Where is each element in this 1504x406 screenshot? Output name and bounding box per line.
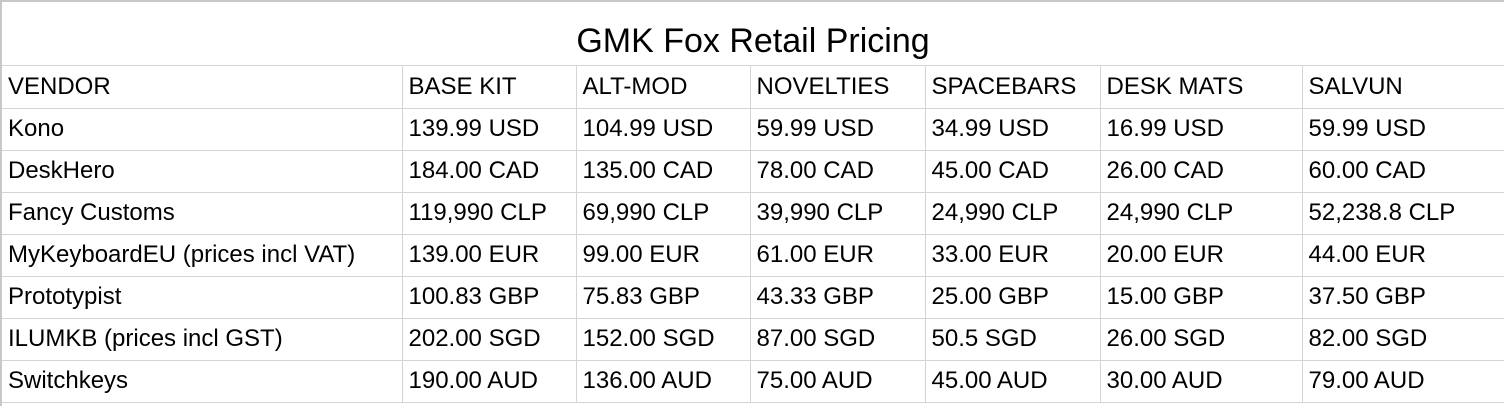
vendor-cell[interactable]: Prototypist xyxy=(2,276,403,319)
price-cell[interactable]: 135.00 CAD xyxy=(576,150,751,193)
price-cell[interactable]: 82.00 SGD xyxy=(1302,318,1504,361)
vendor-cell[interactable]: MyKeyboardEU (prices incl VAT) xyxy=(2,234,403,277)
price-cell[interactable]: 50.5 SGD xyxy=(925,318,1101,361)
price-cell[interactable]: 59.99 USD xyxy=(750,108,926,151)
price-cell[interactable]: 45.00 CAD xyxy=(925,150,1101,193)
price-cell[interactable]: 30.00 AUD xyxy=(1100,360,1303,403)
vendor-cell[interactable]: Fancy Customs xyxy=(2,192,403,235)
table-row: Fancy Customs 119,990 CLP 69,990 CLP 39,990… xyxy=(2,192,1504,235)
vendor-cell[interactable]: DeskHero xyxy=(2,150,403,193)
price-cell[interactable]: 26.00 SGD xyxy=(1100,318,1303,361)
price-cell[interactable]: 39,990 CLP xyxy=(750,192,926,235)
price-cell[interactable]: 33.00 EUR xyxy=(925,234,1101,277)
vendor-cell[interactable]: Switchkeys xyxy=(2,360,403,403)
price-cell[interactable]: 25.00 GBP xyxy=(925,276,1101,319)
header-row: VENDOR BASE KIT ALT-MOD NOVELTIES SPACEBARS D… xyxy=(2,66,1504,109)
price-cell[interactable]: 75.00 AUD xyxy=(750,360,926,403)
price-cell[interactable]: 136.00 AUD xyxy=(576,360,751,403)
pricing-table: VENDOR BASE KIT ALT-MOD NOVELTIES SPACEBARS D… xyxy=(2,66,1504,403)
vendor-cell[interactable]: Kono xyxy=(2,108,403,151)
price-cell[interactable]: 37.50 GBP xyxy=(1302,276,1504,319)
price-cell[interactable]: 78.00 CAD xyxy=(750,150,926,193)
price-cell[interactable]: 59.99 USD xyxy=(1302,108,1504,151)
price-cell[interactable]: 61.00 EUR xyxy=(750,234,926,277)
column-header[interactable]: SPACEBARS xyxy=(925,66,1101,109)
price-cell[interactable]: 34.99 USD xyxy=(925,108,1101,151)
vendor-cell[interactable]: ILUMKB (prices incl GST) xyxy=(2,318,403,361)
price-cell[interactable]: 87.00 SGD xyxy=(750,318,926,361)
column-header[interactable]: DESK MATS xyxy=(1100,66,1303,109)
price-cell[interactable]: 99.00 EUR xyxy=(576,234,751,277)
column-header[interactable]: ALT-MOD xyxy=(576,66,751,109)
price-cell[interactable]: 202.00 SGD xyxy=(402,318,577,361)
price-cell[interactable]: 16.99 USD xyxy=(1100,108,1303,151)
price-cell[interactable]: 43.33 GBP xyxy=(750,276,926,319)
price-cell[interactable]: 44.00 EUR xyxy=(1302,234,1504,277)
price-cell[interactable]: 190.00 AUD xyxy=(402,360,577,403)
column-header[interactable]: NOVELTIES xyxy=(750,66,926,109)
price-cell[interactable]: 139.99 USD xyxy=(402,108,577,151)
sheet-title[interactable]: GMK Fox Retail Pricing xyxy=(2,2,1504,66)
table-row: ILUMKB (prices incl GST) 202.00 SGD 152.00… xyxy=(2,318,1504,361)
price-cell[interactable]: 45.00 AUD xyxy=(925,360,1101,403)
price-cell[interactable]: 60.00 CAD xyxy=(1302,150,1504,193)
price-cell[interactable]: 100.83 GBP xyxy=(402,276,577,319)
table-row: MyKeyboardEU (prices incl VAT) 139.00 EUR… xyxy=(2,234,1504,277)
price-cell[interactable]: 15.00 GBP xyxy=(1100,276,1303,319)
column-header[interactable]: SALVUN xyxy=(1302,66,1504,109)
price-cell[interactable]: 52,238.8 CLP xyxy=(1302,192,1504,235)
column-header[interactable]: VENDOR xyxy=(2,66,403,109)
price-cell[interactable]: 24,990 CLP xyxy=(925,192,1101,235)
table-row: DeskHero 184.00 CAD 135.00 CAD 78.00 CAD 45.… xyxy=(2,150,1504,193)
price-cell[interactable]: 152.00 SGD xyxy=(576,318,751,361)
price-cell[interactable]: 75.83 GBP xyxy=(576,276,751,319)
table-row: Kono 139.99 USD 104.99 USD 59.99 USD 34.99 U… xyxy=(2,108,1504,151)
price-cell[interactable]: 79.00 AUD xyxy=(1302,360,1504,403)
price-cell[interactable]: 139.00 EUR xyxy=(402,234,577,277)
price-cell[interactable]: 69,990 CLP xyxy=(576,192,751,235)
table-row: Switchkeys 190.00 AUD 136.00 AUD 75.00 AUD 4… xyxy=(2,360,1504,403)
table-row: Prototypist 100.83 GBP 75.83 GBP 43.33 GBP 2… xyxy=(2,276,1504,319)
price-cell[interactable]: 26.00 CAD xyxy=(1100,150,1303,193)
price-cell[interactable]: 184.00 CAD xyxy=(402,150,577,193)
column-header[interactable]: BASE KIT xyxy=(402,66,577,109)
price-cell[interactable]: 20.00 EUR xyxy=(1100,234,1303,277)
price-cell[interactable]: 119,990 CLP xyxy=(402,192,577,235)
price-cell[interactable]: 104.99 USD xyxy=(576,108,751,151)
price-cell[interactable]: 24,990 CLP xyxy=(1100,192,1303,235)
